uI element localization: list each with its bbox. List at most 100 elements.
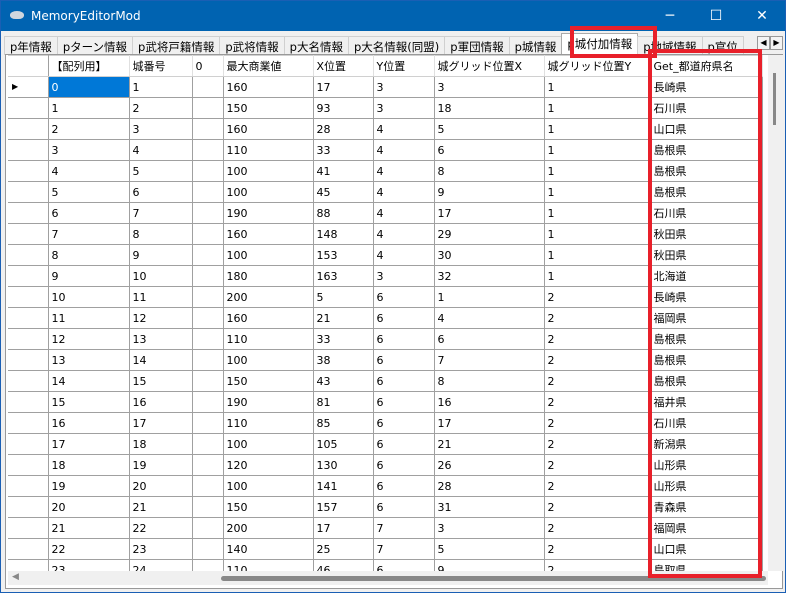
cell[interactable]: 9 (128, 244, 193, 266)
cell[interactable]: 0 (47, 76, 130, 98)
cell[interactable]: 21 (128, 496, 193, 518)
cell[interactable] (191, 223, 224, 245)
table-row[interactable]: 12 13 110 33 6 6 2 島根県 (8, 328, 763, 350)
cell[interactable]: 33 (312, 139, 374, 161)
vertical-scrollbar[interactable] (768, 55, 783, 571)
table-row[interactable]: 3 4 110 33 4 6 1 島根県 (8, 139, 763, 161)
cell[interactable]: 1 (433, 286, 545, 308)
column-header[interactable]: 城グリッド位置Y (544, 55, 651, 77)
tab-scroll-left-button[interactable]: ◀ (757, 36, 770, 50)
cell[interactable] (191, 559, 224, 571)
cell[interactable]: 150 (222, 97, 314, 119)
cell[interactable]: 46 (312, 559, 374, 571)
cell[interactable]: 6 (372, 496, 435, 518)
row-header[interactable] (8, 349, 49, 371)
row-header[interactable] (8, 118, 49, 140)
cell[interactable]: 6 (372, 412, 435, 434)
tab-5[interactable]: p大名情報(同盟) (347, 36, 446, 55)
cell[interactable]: 3 (372, 265, 435, 287)
cell[interactable] (191, 370, 224, 392)
column-header[interactable]: 城グリッド位置X (434, 55, 545, 77)
row-header[interactable] (8, 202, 49, 224)
cell[interactable]: 8 (433, 370, 545, 392)
cell[interactable] (191, 265, 224, 287)
cell[interactable]: 5 (312, 286, 374, 308)
cell[interactable]: 6 (372, 391, 435, 413)
cell[interactable]: 山形県 (649, 475, 763, 497)
cell[interactable]: 15 (128, 370, 193, 392)
table-row[interactable]: 8 9 100 153 4 30 1 秋田県 (8, 244, 763, 266)
table-row[interactable]: 9 10 180 163 3 32 1 北海道 (8, 265, 763, 287)
cell[interactable]: 7 (372, 517, 435, 539)
cell[interactable]: 1 (543, 202, 651, 224)
cell[interactable]: 17 (312, 76, 374, 98)
cell[interactable]: 長崎県 (649, 286, 763, 308)
table-row[interactable]: 21 22 200 17 7 3 2 福岡県 (8, 517, 763, 539)
cell[interactable]: 1 (543, 160, 651, 182)
cell[interactable]: 26 (433, 454, 545, 476)
cell[interactable]: 4 (372, 160, 435, 182)
cell[interactable]: 7 (47, 223, 130, 245)
cell[interactable]: 北海道 (649, 265, 763, 287)
cell[interactable]: 16 (47, 412, 130, 434)
cell[interactable]: 22 (47, 538, 130, 560)
cell[interactable]: 福井県 (649, 391, 763, 413)
cell[interactable]: 島根県 (649, 181, 763, 203)
tab-4[interactable]: p大名情報 (283, 36, 349, 55)
cell[interactable]: 28 (312, 118, 374, 140)
cell[interactable]: 15 (47, 391, 130, 413)
cell[interactable]: 6 (47, 202, 130, 224)
cell[interactable]: 2 (543, 328, 651, 350)
cell[interactable]: 4 (372, 118, 435, 140)
cell[interactable]: 16 (433, 391, 545, 413)
cell[interactable]: 6 (433, 328, 545, 350)
table-row[interactable]: 7 8 160 148 4 29 1 秋田県 (8, 223, 763, 245)
row-header[interactable] (8, 496, 49, 518)
cell[interactable]: 11 (128, 286, 193, 308)
table-row[interactable]: 17 18 100 105 6 21 2 新潟県 (8, 433, 763, 455)
row-header[interactable] (8, 412, 49, 434)
cell[interactable]: 秋田県 (649, 223, 763, 245)
cell[interactable] (191, 517, 224, 539)
cell[interactable] (191, 412, 224, 434)
cell[interactable]: 2 (543, 475, 651, 497)
table-row[interactable]: 16 17 110 85 6 17 2 石川県 (8, 412, 763, 434)
cell[interactable]: 秋田県 (649, 244, 763, 266)
cell[interactable] (191, 286, 224, 308)
cell[interactable]: 24 (128, 559, 193, 571)
cell[interactable]: 21 (47, 517, 130, 539)
tab-scroll-right-button[interactable]: ▶ (770, 36, 783, 50)
cell[interactable]: 153 (312, 244, 374, 266)
column-header[interactable]: Get_都道府県名 (650, 55, 763, 77)
cell[interactable]: 110 (222, 139, 314, 161)
cell[interactable]: 19 (128, 454, 193, 476)
table-row[interactable]: 23 24 110 46 6 9 2 鳥取県 (8, 559, 763, 571)
cell[interactable]: 141 (312, 475, 374, 497)
cell[interactable]: 7 (372, 538, 435, 560)
cell[interactable]: 石川県 (649, 412, 763, 434)
cell[interactable]: 3 (372, 97, 435, 119)
cell[interactable]: 1 (543, 97, 651, 119)
column-header[interactable]: X位置 (313, 55, 374, 77)
cell[interactable]: 6 (372, 475, 435, 497)
cell[interactable]: 3 (47, 139, 130, 161)
cell[interactable] (191, 538, 224, 560)
cell[interactable]: 9 (433, 181, 545, 203)
cell[interactable]: 160 (222, 118, 314, 140)
cell[interactable]: 41 (312, 160, 374, 182)
cell[interactable]: 5 (433, 538, 545, 560)
cell[interactable]: 3 (128, 118, 193, 140)
cell[interactable]: 14 (128, 349, 193, 371)
cell[interactable]: 9 (47, 265, 130, 287)
cell[interactable]: 1 (543, 118, 651, 140)
cell[interactable]: 8 (433, 160, 545, 182)
row-header[interactable] (8, 370, 49, 392)
cell[interactable]: 2 (543, 559, 651, 571)
cell[interactable]: 7 (128, 202, 193, 224)
cell[interactable]: 2 (543, 391, 651, 413)
cell[interactable]: 4 (433, 307, 545, 329)
cell[interactable]: 山形県 (649, 454, 763, 476)
cell[interactable]: 6 (372, 349, 435, 371)
column-header[interactable]: 0 (192, 55, 224, 77)
row-header[interactable] (8, 328, 49, 350)
